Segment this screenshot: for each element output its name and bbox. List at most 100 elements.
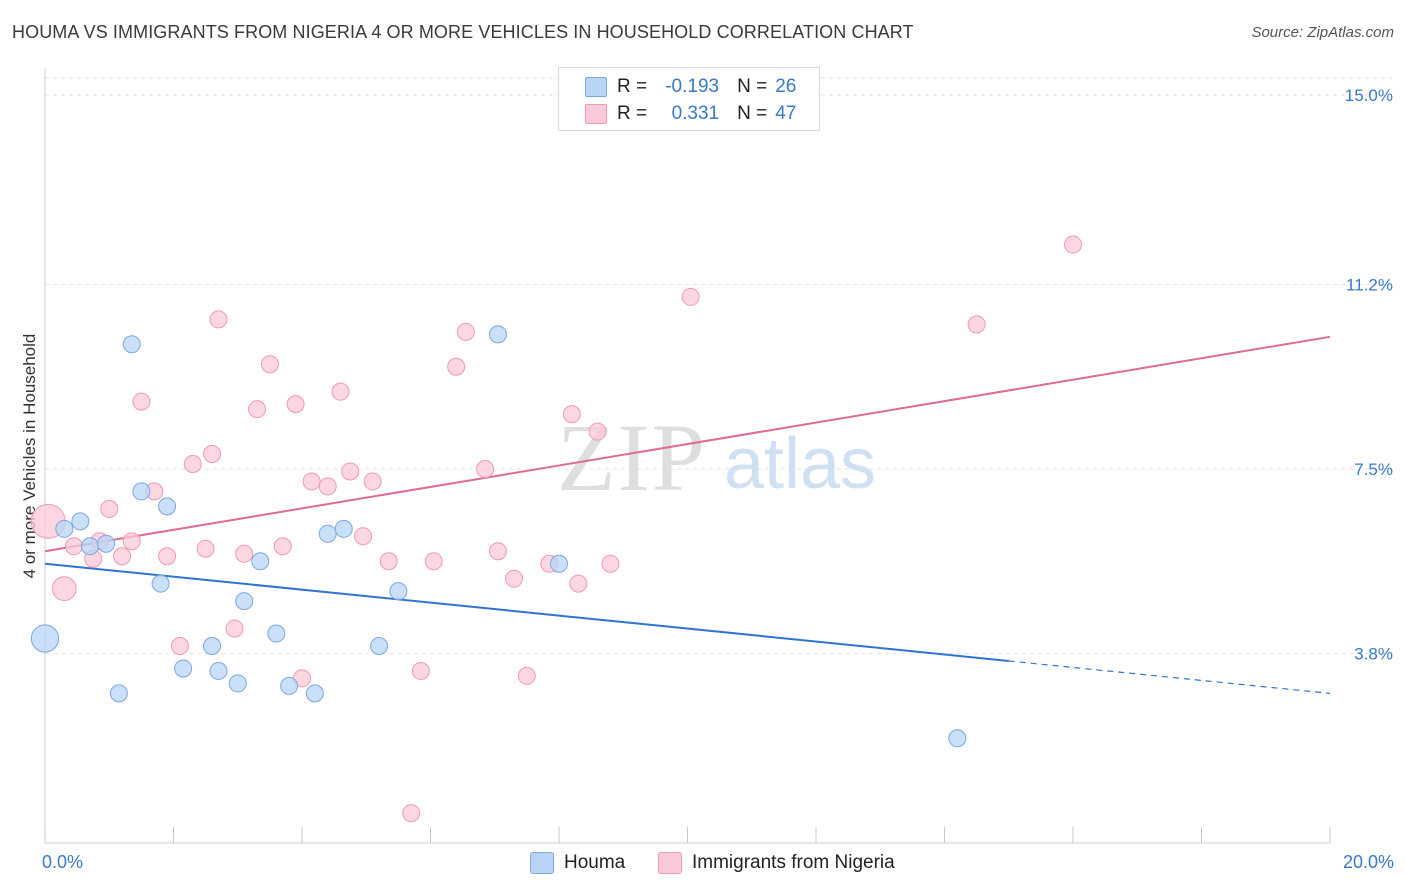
point-houma	[55, 519, 74, 538]
point-nigeria	[122, 532, 141, 551]
point-houma	[334, 519, 353, 538]
point-nigeria	[209, 310, 228, 329]
y-tick-label: 11.2%	[1346, 275, 1393, 294]
legend-r-value: -0.193	[665, 76, 720, 97]
point-nigeria	[476, 459, 495, 478]
point-houma	[174, 659, 193, 678]
trend-line-extension	[1008, 660, 1331, 694]
point-nigeria	[331, 382, 350, 401]
gridlines	[45, 77, 1392, 654]
trend-line-solid	[44, 562, 1009, 662]
point-nigeria	[447, 357, 466, 376]
point-nigeria	[203, 445, 222, 464]
x-tick-label-max: 20.0%	[1342, 852, 1394, 872]
point-houma	[158, 497, 177, 516]
point-houma	[228, 674, 247, 693]
trend-lines	[44, 335, 1331, 694]
data-points	[30, 235, 1082, 823]
y-tick-labels: 3.8% 7.5% 11.2% 15.0%	[1345, 86, 1393, 664]
legend-swatch-houma	[530, 852, 554, 874]
point-nigeria	[235, 544, 254, 563]
legend-swatch-nigeria	[658, 852, 682, 874]
legend-label-nigeria: Immigrants from Nigeria	[692, 852, 895, 873]
point-houma	[389, 582, 408, 601]
point-nigeria	[260, 355, 279, 374]
point-nigeria	[64, 537, 83, 556]
point-nigeria	[183, 454, 202, 473]
point-houma	[550, 554, 568, 573]
point-nigeria	[132, 392, 151, 411]
point-nigeria	[354, 527, 373, 546]
point-houma	[151, 574, 170, 593]
legend-n-label: N =	[737, 76, 768, 97]
source-label: Source: ZipAtlas.com	[1251, 24, 1394, 41]
y-tick-label: 7.5%	[1354, 460, 1393, 479]
point-houma	[488, 325, 507, 344]
point-nigeria	[402, 804, 421, 823]
point-nigeria	[379, 552, 398, 571]
point-houma	[97, 534, 116, 553]
legend-r-label: R =	[617, 103, 648, 124]
y-tick-label: 3.8%	[1354, 644, 1393, 663]
point-houma	[71, 512, 90, 531]
point-nigeria	[1064, 235, 1082, 254]
legend-n-value: 47	[775, 103, 797, 124]
point-nigeria	[424, 552, 443, 571]
legend-swatch-nigeria	[585, 104, 607, 124]
point-nigeria	[318, 477, 337, 496]
legend-row-nigeria: R = 0.331 N = 47	[585, 102, 796, 126]
point-houma	[280, 676, 299, 695]
point-nigeria	[248, 400, 267, 419]
point-nigeria	[411, 661, 430, 680]
trend-line	[44, 335, 1331, 553]
point-houma	[122, 335, 141, 354]
y-tick-label: 15.0%	[1345, 86, 1393, 105]
point-nigeria	[100, 499, 119, 518]
point-nigeria	[286, 395, 305, 414]
point-nigeria	[601, 554, 620, 573]
legend-r-value: 0.331	[671, 103, 720, 124]
stats-legend: R = -0.193 N = 26 R = 0.331 N = 47	[558, 67, 820, 131]
point-houma	[370, 637, 389, 656]
x-tick-label-min: 0.0%	[42, 852, 84, 872]
point-nigeria	[225, 619, 244, 638]
point-nigeria	[505, 569, 524, 588]
legend-item-nigeria: Immigrants from Nigeria	[658, 852, 895, 874]
point-nigeria	[681, 287, 700, 306]
legend-row-houma: R = -0.193 N = 26	[585, 75, 796, 99]
legend-r-label: R =	[617, 76, 648, 97]
point-houma	[251, 552, 270, 571]
point-houma	[948, 729, 967, 748]
point-houma	[132, 482, 151, 501]
point-nigeria	[456, 322, 475, 341]
point-houma	[318, 524, 337, 543]
point-houma	[235, 592, 254, 611]
point-nigeria	[562, 405, 581, 424]
chart-title: HOUMA VS IMMIGRANTS FROM NIGERIA 4 OR MO…	[12, 22, 914, 42]
legend-n-value: 26	[775, 76, 797, 97]
point-nigeria	[967, 315, 986, 334]
point-nigeria	[588, 422, 607, 441]
series-legend: Houma Immigrants from Nigeria	[0, 852, 1406, 878]
point-nigeria	[170, 637, 189, 656]
point-nigeria	[196, 539, 215, 558]
point-nigeria	[113, 547, 132, 566]
legend-label-houma: Houma	[564, 852, 626, 873]
point-houma	[80, 537, 99, 556]
point-nigeria	[488, 542, 507, 561]
point-nigeria	[569, 574, 588, 593]
watermark-zip: ZIP	[557, 404, 707, 511]
legend-n-label: N =	[737, 103, 768, 124]
legend-swatch-houma	[585, 77, 607, 97]
point-houma	[109, 684, 128, 703]
point-nigeria	[341, 462, 360, 481]
point-nigeria	[363, 472, 382, 491]
point-houma	[267, 624, 286, 643]
point-houma	[305, 684, 324, 703]
watermark: ZIP atlas	[557, 404, 876, 511]
watermark-atlas: atlas	[724, 424, 876, 504]
point-houma	[30, 624, 60, 653]
point-nigeria	[273, 537, 292, 556]
point-nigeria	[517, 666, 536, 685]
